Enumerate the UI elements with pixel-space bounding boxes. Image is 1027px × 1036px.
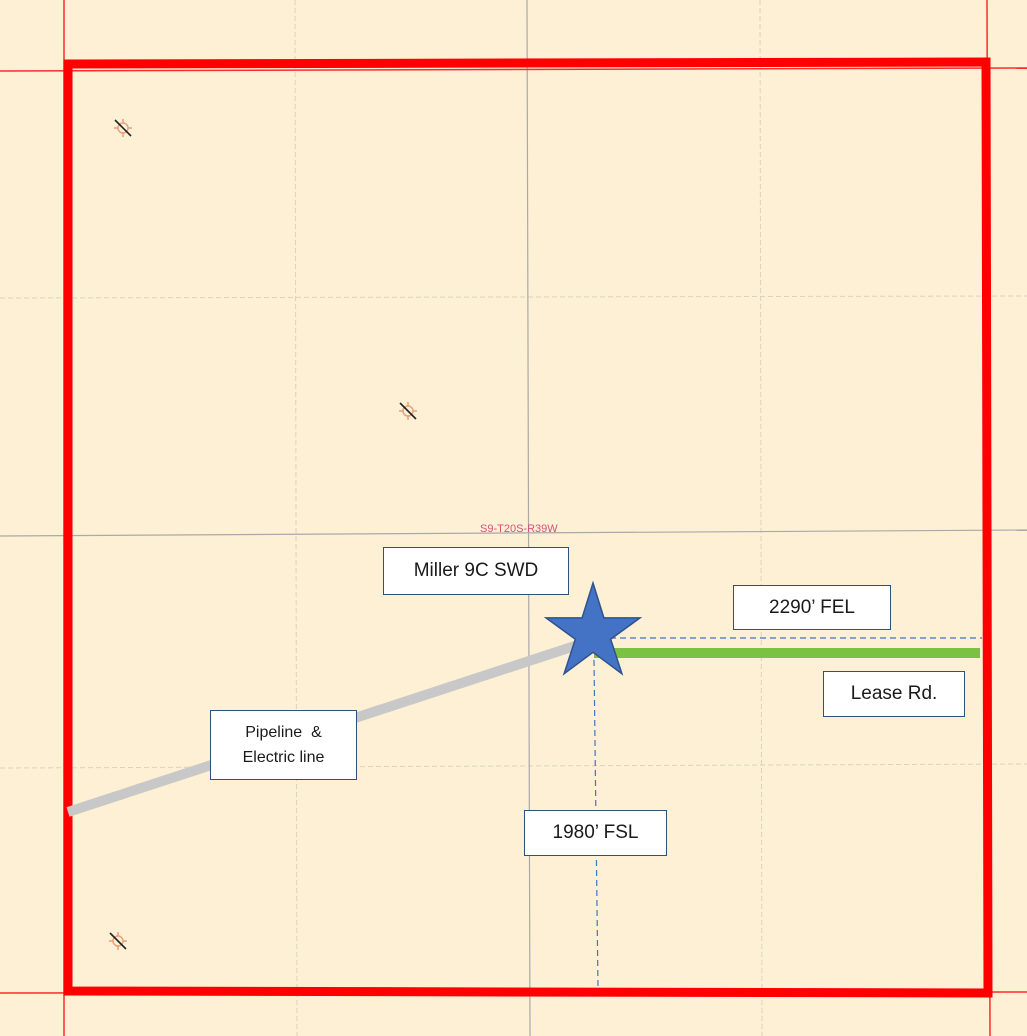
fel-distance-text: 2290’ FEL	[769, 596, 855, 618]
section-label: S9-T20S-R39W	[480, 523, 558, 535]
lease-road-label: Lease Rd.	[823, 671, 965, 717]
section-boundary	[63, 57, 993, 998]
fel-distance-label: 2290’ FEL	[733, 585, 891, 630]
fsl-distance-label: 1980’ FSL	[524, 810, 667, 856]
pipeline-label-line1: Pipeline &	[245, 724, 322, 741]
pipeline-label-line2: Electric line	[242, 749, 325, 766]
well-name-text: Miller 9C SWD	[413, 560, 539, 581]
lease-road-text: Lease Rd.	[850, 683, 938, 704]
plugged-well-icon	[114, 119, 132, 137]
pipeline-label: Pipeline & Electric line	[210, 710, 357, 780]
plugged-well-icon	[109, 932, 127, 950]
well-name-label: Miller 9C SWD	[383, 547, 569, 595]
fsl-distance-text: 1980’ FSL	[552, 822, 639, 843]
plugged-well-icon	[399, 402, 417, 420]
proposed-well-star-icon	[543, 580, 643, 676]
